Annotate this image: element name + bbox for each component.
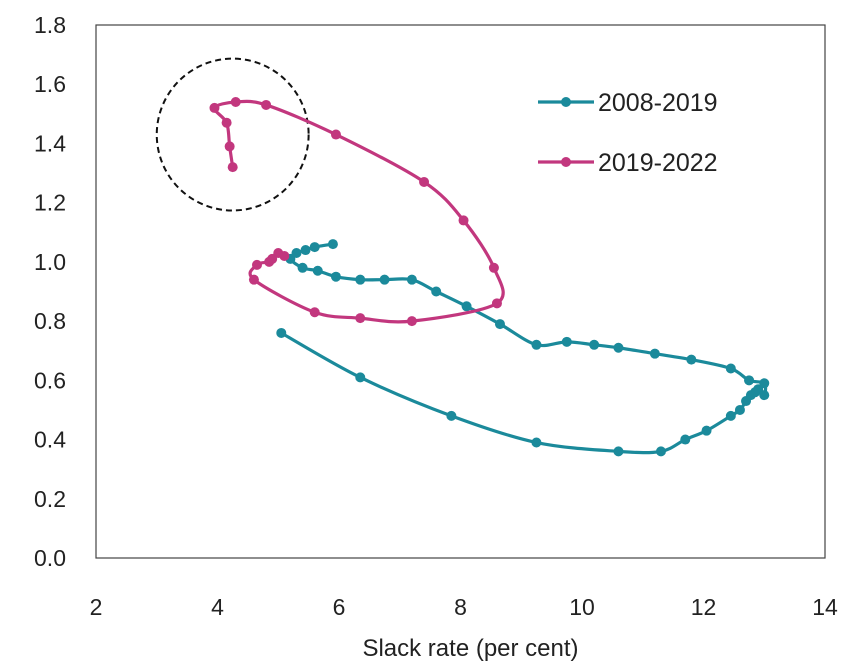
y-tick-label: 0.0	[34, 545, 66, 571]
legend: 2008-2019 2019-2022	[538, 89, 718, 177]
data-point	[686, 354, 697, 365]
x-axis-tick-labels: 2 4 6 8 10 12 14	[90, 594, 838, 620]
series-2008-2019	[276, 239, 770, 457]
y-tick-label: 1.6	[34, 71, 66, 97]
highlight-dashed-circle	[155, 57, 310, 212]
plot-area-frame	[95, 24, 826, 559]
y-tick-label: 1.2	[34, 190, 66, 216]
data-point	[734, 404, 745, 415]
data-point	[209, 102, 220, 113]
data-point	[330, 271, 341, 282]
data-point	[327, 239, 338, 250]
legend-label: 2008-2019	[598, 89, 718, 117]
data-point	[300, 245, 311, 256]
data-point	[406, 274, 417, 285]
x-axis-title: Slack rate (per cent)	[362, 635, 578, 662]
data-point	[291, 248, 302, 259]
data-point	[701, 425, 712, 436]
x-tick-label: 12	[691, 594, 717, 620]
data-point	[221, 117, 232, 128]
data-point	[431, 286, 442, 297]
x-tick-label: 4	[211, 594, 224, 620]
data-point	[458, 215, 469, 226]
legend-entry: 2008-2019	[538, 89, 718, 117]
series-layer	[209, 96, 770, 457]
legend-label: 2019-2022	[598, 149, 718, 177]
data-point	[531, 437, 542, 448]
data-point	[309, 242, 320, 253]
data-point	[446, 410, 457, 421]
data-point	[589, 339, 600, 350]
legend-marker	[561, 97, 571, 107]
data-point	[725, 410, 736, 421]
data-point	[279, 250, 290, 261]
data-point	[759, 378, 770, 389]
data-point	[379, 274, 390, 285]
data-point	[224, 141, 235, 152]
data-point	[330, 129, 341, 140]
data-point	[312, 265, 323, 276]
y-tick-label: 0.6	[34, 367, 66, 393]
legend-entry: 2019-2022	[538, 149, 718, 177]
data-point	[406, 316, 417, 327]
data-point	[531, 339, 542, 350]
x-tick-label: 8	[454, 594, 467, 620]
data-point	[759, 390, 770, 401]
data-point	[276, 327, 287, 338]
data-point	[297, 262, 308, 273]
data-point	[419, 176, 430, 187]
data-point	[355, 274, 366, 285]
data-point	[613, 342, 624, 353]
data-point	[725, 363, 736, 374]
data-point	[744, 375, 755, 386]
x-tick-label: 14	[812, 594, 838, 620]
data-point	[309, 307, 320, 318]
data-point	[655, 446, 666, 457]
y-tick-label: 1.8	[34, 12, 66, 38]
x-tick-label: 10	[569, 594, 595, 620]
data-point	[461, 301, 472, 312]
data-point	[261, 99, 272, 110]
legend-marker	[561, 157, 571, 167]
data-point	[649, 348, 660, 359]
data-point	[227, 162, 238, 173]
data-point	[251, 259, 262, 270]
x-tick-label: 6	[333, 594, 346, 620]
y-tick-label: 1.4	[34, 130, 66, 156]
y-tick-label: 0.8	[34, 308, 66, 334]
data-point	[355, 313, 366, 324]
y-axis-tick-labels: 0.0 0.2 0.4 0.6 0.8 1.0 1.2 1.4 1.6 1.8	[34, 12, 66, 571]
data-point	[248, 274, 259, 285]
data-point	[561, 336, 572, 347]
x-tick-label: 2	[90, 594, 103, 620]
data-point	[680, 434, 691, 445]
data-point	[488, 262, 499, 273]
annotations	[155, 57, 310, 212]
data-point	[355, 372, 366, 383]
data-point	[494, 319, 505, 330]
y-tick-label: 1.0	[34, 249, 66, 275]
data-point	[613, 446, 624, 457]
data-point	[230, 96, 241, 107]
y-tick-label: 0.4	[34, 427, 66, 453]
data-point	[491, 298, 502, 309]
y-tick-label: 0.2	[34, 486, 66, 512]
series-2019-2022	[209, 96, 505, 327]
